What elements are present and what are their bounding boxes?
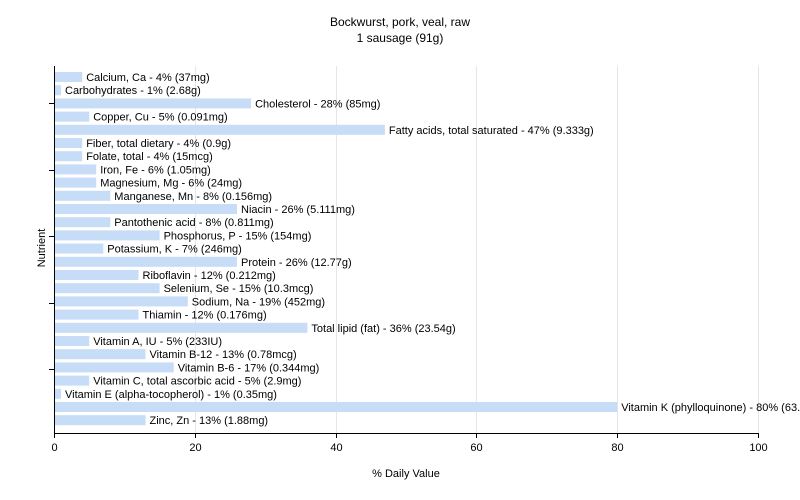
bar-label: Niacin - 26% (5.111mg) — [241, 204, 355, 216]
bar-label: Zinc, Zn - 13% (1.88mg) — [150, 415, 269, 427]
bar — [54, 243, 104, 254]
bar-label: Potassium, K - 7% (246mg) — [107, 244, 242, 256]
bar — [54, 309, 139, 320]
bar-label: Copper, Cu - 5% (0.091mg) — [93, 112, 228, 124]
chart-title-block: Bockwurst, pork, veal, raw 1 sausage (91… — [0, 14, 800, 46]
bar — [54, 322, 308, 333]
x-tick-label: 0 — [51, 442, 57, 454]
bar-label: Phosphorus, P - 15% (154mg) — [164, 230, 312, 242]
bar-label: Vitamin K (phylloquinone) - 80% (63.9mcg… — [621, 402, 800, 414]
bar-label: Riboflavin - 12% (0.212mg) — [143, 270, 276, 282]
bar — [54, 256, 237, 267]
bar-label: Fiber, total dietary - 4% (0.9g) — [86, 138, 231, 150]
bar-label: Vitamin E (alpha-tocopherol) - 1% (0.35m… — [65, 389, 277, 401]
chart-title: Bockwurst, pork, veal, raw — [329, 15, 471, 29]
bar — [54, 177, 97, 188]
bar-label: Fatty acids, total saturated - 47% (9.33… — [389, 125, 594, 137]
bar — [54, 349, 146, 360]
bar-label: Vitamin C, total ascorbic acid - 5% (2.9… — [93, 376, 301, 388]
axes: 0 20 40 60 80 100 — [49, 66, 768, 454]
bar-label: Folate, total - 4% (15mcg) — [86, 151, 213, 163]
bar-label: Calcium, Ca - 4% (37mg) — [86, 72, 209, 84]
chart-subtitle: 1 sausage (91g) — [356, 31, 444, 45]
bar — [54, 217, 111, 228]
bar-label: Cholesterol - 28% (85mg) — [255, 98, 380, 110]
bar-label: Protein - 26% (12.77g) — [241, 257, 352, 269]
bar-label: Vitamin A, IU - 5% (233IU) — [93, 336, 222, 348]
bar-label: Carbohydrates - 1% (2.68g) — [65, 85, 201, 97]
bar — [54, 402, 618, 412]
bar-label: Vitamin B-12 - 13% (0.78mcg) — [150, 349, 297, 361]
bar — [54, 151, 83, 162]
bar — [54, 138, 83, 148]
x-axis-label: % Daily Value — [372, 468, 440, 480]
x-tick-label: 100 — [749, 442, 767, 454]
bar — [54, 336, 90, 346]
bar — [54, 111, 90, 122]
bar-label: Iron, Fe - 6% (1.05mg) — [100, 164, 211, 176]
bar-label: Vitamin B-6 - 17% (0.344mg) — [178, 362, 320, 374]
bar — [54, 270, 139, 280]
bar — [54, 190, 111, 201]
bar — [54, 204, 237, 214]
bar — [54, 230, 160, 241]
y-axis-label: Nutrient — [36, 229, 48, 268]
bar-label: Pantothenic acid - 8% (0.811mg) — [114, 217, 273, 229]
bar — [54, 72, 83, 82]
bar-label: Total lipid (fat) - 36% (23.54g) — [311, 323, 455, 335]
x-tick-label: 20 — [189, 442, 201, 454]
bar — [54, 375, 90, 386]
bar — [54, 283, 160, 294]
bar — [54, 296, 188, 307]
x-tick-label: 60 — [470, 442, 482, 454]
bar — [54, 85, 61, 96]
bar — [54, 415, 146, 426]
bar — [54, 98, 252, 109]
bar — [54, 388, 61, 399]
bar-label: Manganese, Mn - 8% (0.156mg) — [114, 191, 272, 203]
bar-label: Thiamin - 12% (0.176mg) — [143, 310, 267, 322]
bar-label: Magnesium, Mg - 6% (24mg) — [100, 178, 242, 190]
bars: Calcium, Ca - 4% (37mg)Carbohydrates - 1… — [54, 72, 800, 427]
bar-label: Sodium, Na - 19% (452mg) — [192, 296, 325, 308]
x-tick-label: 40 — [330, 442, 342, 454]
bar — [54, 164, 97, 175]
bar — [54, 362, 174, 373]
x-tick-label: 80 — [611, 442, 623, 454]
bar — [54, 124, 385, 135]
bar-label: Selenium, Se - 15% (10.3mcg) — [164, 283, 314, 295]
